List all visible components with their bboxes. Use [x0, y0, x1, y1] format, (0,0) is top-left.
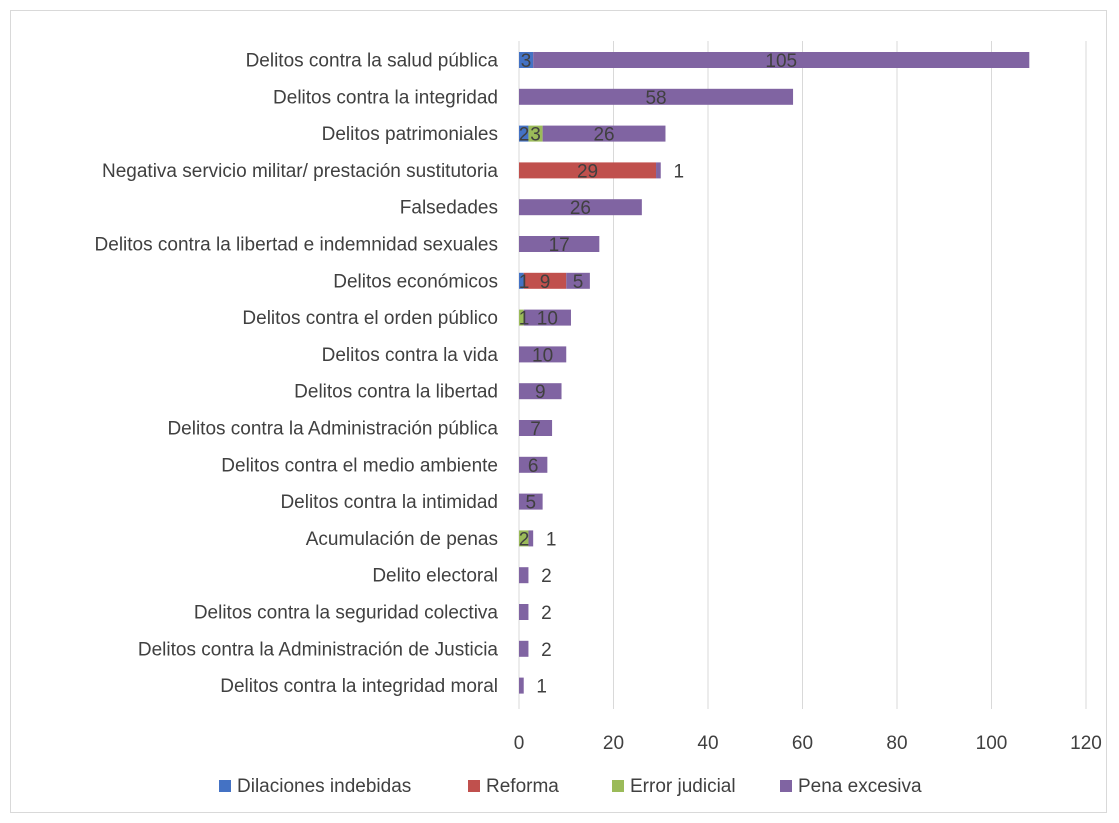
data-label: 2: [519, 529, 530, 550]
category-label: Delitos económicos: [333, 271, 498, 292]
bar-segment: [519, 677, 524, 694]
bar-segment: [528, 125, 543, 142]
category-label: Acumulación de penas: [306, 529, 498, 550]
x-tick-label: 0: [514, 733, 525, 754]
data-label: 2: [541, 640, 552, 661]
category-label: Delitos contra el orden público: [242, 308, 498, 329]
category-label: Delitos contra la Administración de Just…: [138, 639, 499, 660]
category-label: Delitos contra la libertad e indemnidad …: [95, 235, 498, 256]
bar-segment: [523, 309, 571, 326]
category-label: Delitos contra la seguridad colectiva: [194, 603, 499, 624]
bar-segment: [519, 162, 657, 179]
data-label: 2: [541, 566, 552, 587]
bar-segment: [542, 125, 666, 142]
data-label: 10: [537, 309, 558, 330]
category-label: Delitos contra la salud pública: [246, 51, 499, 72]
legend-swatch: [612, 780, 624, 792]
bar-segment: [528, 530, 534, 547]
bar-segment: [519, 272, 524, 289]
category-label: Delitos contra la integridad moral: [220, 676, 498, 697]
bar-segment: [519, 125, 529, 142]
chart-frame: 0 20 40 60 80 100 120 Delitos contra la salud p…: [10, 10, 1107, 813]
x-tick-label: 80: [886, 733, 907, 754]
data-label: 9: [540, 272, 551, 293]
legend-label: Reforma: [486, 776, 559, 797]
data-label: 1: [536, 677, 547, 698]
bar-segment: [519, 456, 548, 473]
data-label: 2: [541, 603, 552, 624]
category-label: Falsedades: [400, 198, 498, 219]
bar-segment: [519, 88, 794, 105]
legend-label: Pena excesiva: [798, 776, 922, 797]
category-label: Negativa servicio militar/ prestación su…: [102, 161, 498, 182]
bar-segment: [519, 567, 529, 584]
data-label: 1: [546, 529, 557, 550]
x-tick-label: 60: [792, 733, 813, 754]
legend-label: Dilaciones indebidas: [237, 776, 411, 797]
bar-segment: [519, 640, 529, 657]
data-label: 3: [530, 125, 541, 146]
bar-segment: [519, 530, 529, 547]
x-tick-label: 120: [1070, 733, 1102, 754]
category-label: Delitos contra la Administración pública: [167, 419, 498, 440]
data-label: 1: [519, 272, 530, 293]
bar-segment: [519, 346, 567, 363]
category-label: Delitos contra la intimidad: [280, 492, 498, 513]
data-label: 29: [577, 161, 598, 182]
data-label: 10: [532, 345, 553, 366]
category-label: Delitos contra la vida: [322, 345, 499, 366]
bar-segment: [519, 52, 534, 68]
bar-segment: [519, 309, 524, 326]
bar-segment: [533, 52, 1030, 68]
bar-segment: [519, 236, 600, 252]
data-label: 6: [528, 456, 539, 477]
legend-swatch: [780, 780, 792, 792]
bar-segment: [519, 199, 642, 216]
category-label: Delitos contra la integridad: [273, 87, 498, 108]
bar-segment: [519, 420, 553, 436]
x-tick-label: 100: [976, 733, 1008, 754]
data-label: 1: [519, 309, 530, 330]
data-label: 7: [530, 419, 541, 440]
legend-label: Error judicial: [630, 776, 736, 797]
x-tick-label: 40: [697, 733, 718, 754]
bar-segment: [519, 493, 543, 510]
category-label: Delitos contra el medio ambiente: [221, 455, 498, 476]
category-label: Delitos patrimoniales: [322, 124, 498, 145]
data-label: 58: [645, 88, 666, 109]
bar-segment: [566, 272, 590, 289]
data-label: 5: [526, 493, 537, 514]
bar-segment: [656, 162, 661, 179]
bar-segment: [519, 604, 529, 620]
data-label: 5: [573, 272, 584, 293]
bar-segment: [523, 272, 567, 289]
data-label: 17: [549, 235, 570, 256]
data-label: 26: [593, 125, 614, 146]
legend-swatch: [219, 780, 231, 792]
data-label: 9: [535, 382, 546, 403]
data-label: 2: [519, 125, 530, 146]
data-label: 3: [521, 51, 532, 72]
bar-segment: [519, 383, 562, 400]
data-label: 26: [570, 198, 591, 219]
category-label: Delito electoral: [372, 566, 498, 587]
x-tick-label: 20: [603, 733, 624, 754]
legend-swatch: [468, 780, 480, 792]
data-label: 1: [673, 161, 684, 182]
category-label: Delitos contra la libertad: [294, 382, 498, 403]
stacked-bar-chart: 0 20 40 60 80 100 120 Delitos contra la salud p…: [95, 41, 1102, 797]
data-label: 105: [765, 51, 797, 72]
